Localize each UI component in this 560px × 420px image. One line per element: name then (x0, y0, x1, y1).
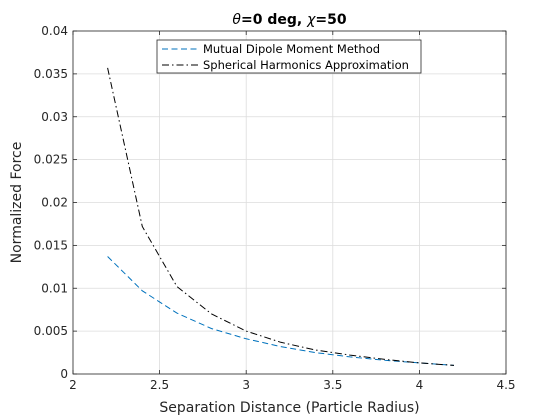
x-tick-label: 2 (69, 378, 77, 392)
title-chi: χ (306, 12, 316, 28)
chart-title: θ=0 deg, χ=50 (232, 12, 346, 28)
x-tick-label: 4.5 (496, 378, 515, 392)
x-tick-label: 3 (242, 378, 250, 392)
legend-label-spherical-harmonics: Spherical Harmonics Approximation (203, 58, 409, 72)
y-tick-label: 0 (60, 367, 68, 381)
y-axis-label: Normalized Force (9, 142, 25, 264)
y-tick-label: 0.035 (34, 67, 68, 81)
tick-labels: 2 2.5 3 3.5 4 4.5 0 0.005 0.01 0.015 0.02 0.025 0.03… (34, 24, 516, 392)
x-axis-label: Separation Distance (Particle Radius) (159, 400, 419, 416)
y-tick-label: 0.01 (41, 281, 68, 295)
x-tick-label: 4 (416, 378, 424, 392)
series-line-0 (107, 256, 455, 366)
y-tick-label: 0.02 (41, 196, 68, 210)
legend-label-mutual-dipole: Mutual Dipole Moment Method (203, 42, 380, 56)
title-theta: θ (232, 12, 241, 28)
y-tick-label: 0.03 (41, 110, 68, 124)
series-line-1 (107, 67, 455, 366)
title-theta-value: =0 deg, (241, 12, 307, 28)
title-chi-value: =50 (315, 12, 346, 28)
x-tick-label: 3.5 (323, 378, 342, 392)
x-tick-label: 2.5 (150, 378, 169, 392)
series-layer (107, 67, 455, 366)
y-tick-label: 0.015 (34, 238, 68, 252)
legend-box (156, 39, 422, 74)
ticks (72, 30, 507, 375)
legend: Mutual Dipole Moment Method Spherical Ha… (156, 39, 422, 74)
y-tick-label: 0.025 (34, 153, 68, 167)
y-tick-label: 0.005 (34, 324, 68, 338)
y-tick-label: 0.04 (41, 24, 68, 38)
